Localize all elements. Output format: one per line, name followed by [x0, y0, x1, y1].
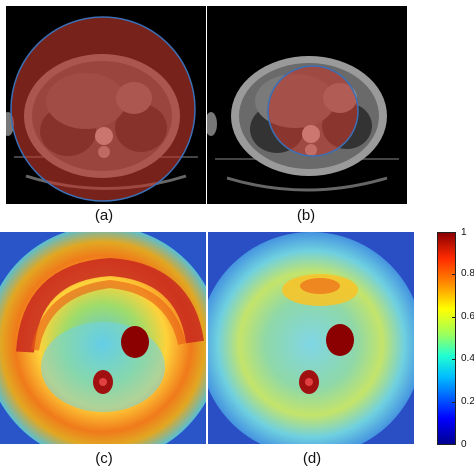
panel-c-heatmap [0, 232, 206, 444]
colorbar [437, 232, 456, 445]
colorbar-label-0: 0 [461, 439, 467, 450]
colorbar-tick-1 [452, 232, 456, 233]
panel-a-ct-large-roi [6, 6, 206, 204]
panel-b-ct-small-roi [207, 6, 407, 204]
heatmap-d [208, 232, 414, 444]
colorbar-tick-06 [452, 317, 456, 318]
colorbar-tick-04 [452, 359, 456, 360]
colorbar-label-08: 0.8 [461, 268, 474, 279]
colorbar-label-04: 0.4 [461, 353, 474, 364]
panel-d-heatmap [208, 232, 414, 444]
panel-b-label: (b) [296, 207, 316, 224]
colorbar-tick-08 [452, 274, 456, 275]
ct-image-a [6, 6, 206, 204]
panel-c-label: (c) [95, 450, 113, 467]
panel-a-label: (a) [94, 207, 114, 224]
colorbar-label-06: 0.6 [461, 311, 474, 322]
ct-image-b [207, 6, 407, 204]
colorbar-tick-02 [452, 402, 456, 403]
colorbar-tick-0 [452, 444, 456, 445]
heatmap-c [0, 232, 206, 444]
panel-d-label: (d) [302, 450, 322, 467]
colorbar-label-02: 0.2 [461, 396, 474, 407]
colorbar-label-1: 1 [461, 227, 467, 238]
